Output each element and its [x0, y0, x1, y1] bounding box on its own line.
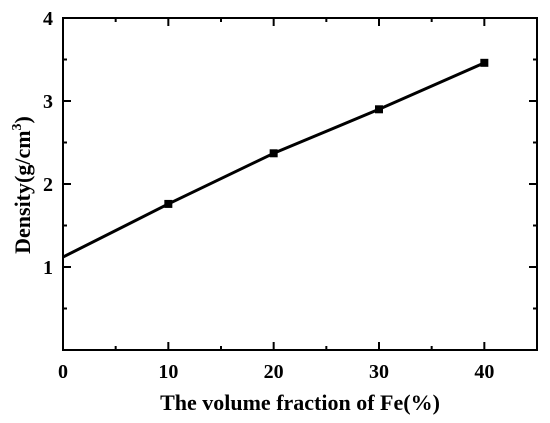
data-point-marker — [375, 105, 383, 114]
minor-ticks — [63, 18, 537, 350]
y-tick-label: 4 — [43, 8, 53, 30]
major-ticks — [62, 17, 537, 350]
x-tick-label: 10 — [158, 361, 178, 383]
x-tick-label: 0 — [58, 361, 68, 383]
series-line — [62, 61, 485, 259]
y-axis-title: Density(g/cm3) — [10, 116, 35, 254]
y-tick-labels: 1 2 3 4 — [43, 8, 53, 279]
y-tick-label: 3 — [43, 91, 53, 113]
y-axis-title-close: ) — [10, 116, 35, 123]
plot-frame — [62, 17, 538, 351]
y-axis-title-main: Density(g/cm — [10, 130, 35, 253]
x-tick-label: 20 — [264, 361, 284, 383]
x-tick-labels: 0 10 20 30 40 — [58, 361, 494, 383]
y-tick-label: 1 — [43, 257, 53, 279]
x-tick-label: 30 — [369, 361, 389, 383]
y-axis-title-superscript: 3 — [10, 123, 25, 130]
y-tick-label: 2 — [43, 174, 53, 196]
x-axis-title: The volume fraction of Fe(%) — [160, 390, 440, 415]
x-tick-label: 40 — [474, 361, 494, 383]
data-point-marker — [480, 58, 489, 67]
series-group — [62, 58, 489, 259]
data-point-marker — [164, 199, 173, 208]
data-point-marker — [269, 149, 278, 158]
